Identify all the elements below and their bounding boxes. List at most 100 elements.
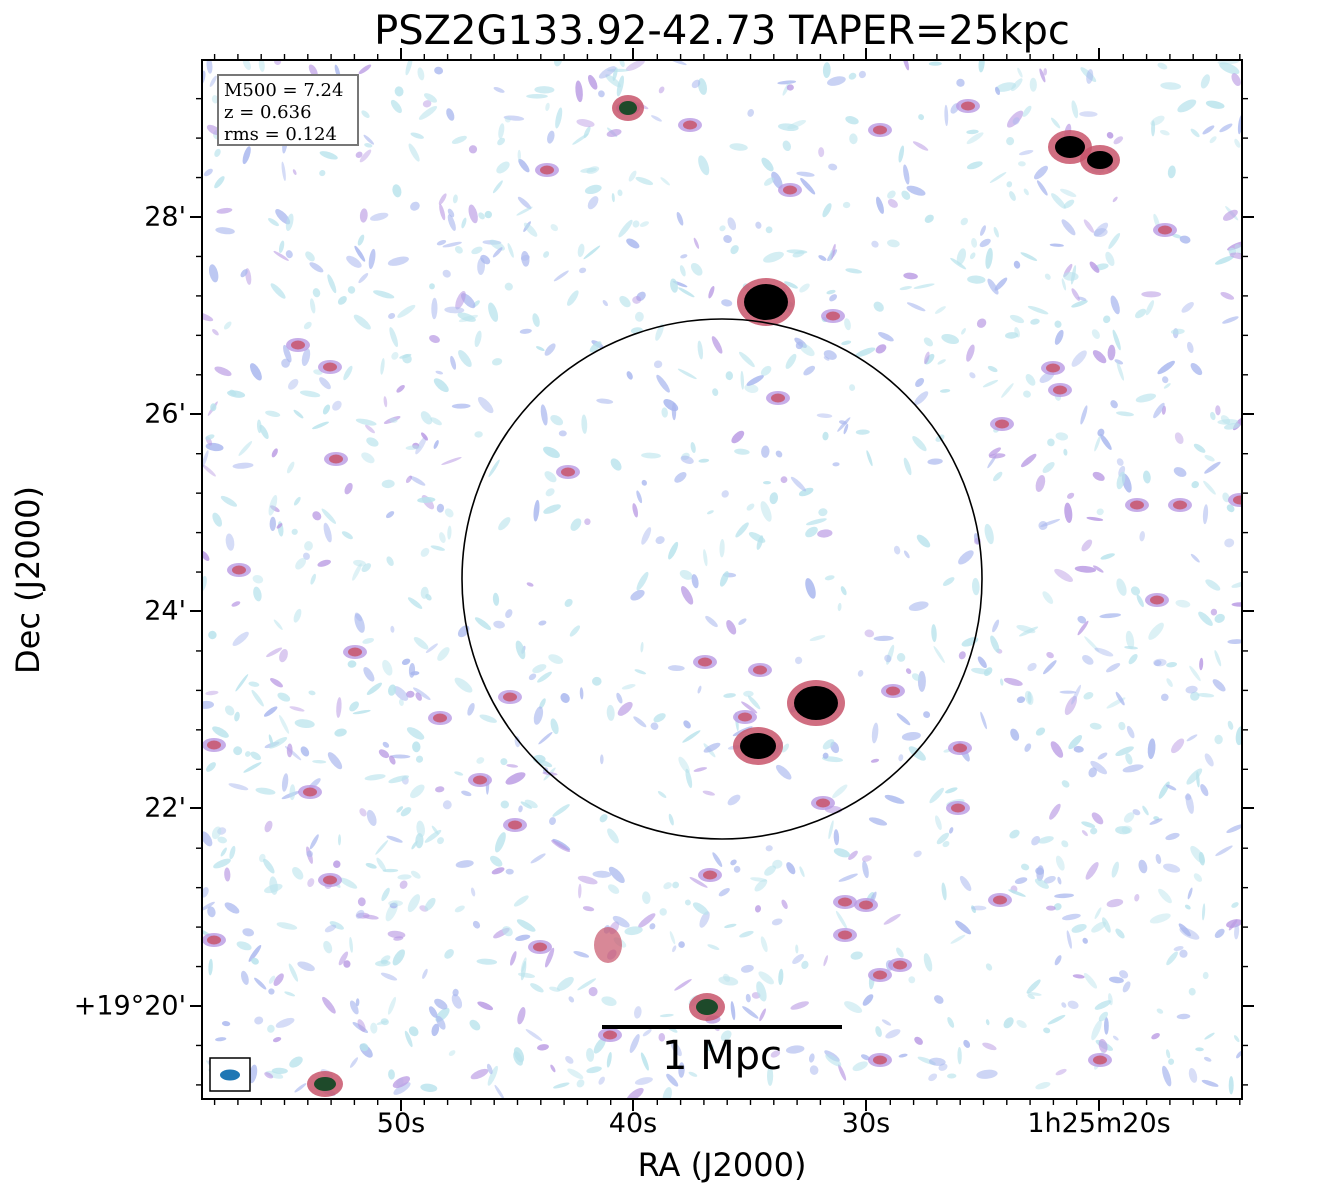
noise-blob <box>817 529 833 538</box>
noise-blob <box>1139 531 1145 542</box>
noise-blob <box>1044 273 1051 280</box>
noise-blob <box>699 911 710 928</box>
noise-blob <box>1020 453 1037 468</box>
noise-blob <box>361 110 370 119</box>
noise-blob <box>625 60 645 72</box>
noise-blob <box>1089 722 1102 730</box>
noise-blob <box>756 535 764 550</box>
noise-blob <box>967 275 986 284</box>
faint-source <box>738 712 752 722</box>
noise-blob <box>1091 812 1104 825</box>
noise-blob <box>389 327 399 348</box>
noise-blob <box>796 171 815 177</box>
noise-blob <box>670 278 678 293</box>
noise-blob <box>731 430 745 444</box>
noise-blob <box>518 158 530 173</box>
faint-source <box>540 165 554 175</box>
noise-blob <box>1231 602 1242 607</box>
noise-blob <box>1043 660 1057 675</box>
noise-blob <box>781 899 788 910</box>
noise-blob <box>235 674 249 692</box>
noise-blob <box>1200 784 1209 797</box>
noise-blob <box>1196 771 1200 788</box>
noise-blob <box>202 575 207 592</box>
noise-blob <box>209 75 217 87</box>
noise-blob <box>1083 972 1098 989</box>
noise-blob <box>1092 471 1105 481</box>
noise-blob <box>507 243 514 258</box>
noise-blob <box>1071 300 1088 308</box>
noise-blob <box>354 612 363 622</box>
noise-blob <box>893 545 901 555</box>
noise-blob <box>763 481 771 485</box>
noise-blob <box>392 949 405 966</box>
faint-source <box>433 713 447 723</box>
noise-blob <box>691 574 699 589</box>
noise-blob <box>674 472 687 483</box>
noise-blob <box>1051 193 1066 209</box>
noise-blob <box>236 941 252 951</box>
faint-source <box>323 875 337 885</box>
noise-blob <box>409 475 426 486</box>
noise-blob <box>761 445 770 458</box>
noise-blob <box>1166 678 1173 687</box>
noise-blob <box>1143 470 1151 484</box>
noise-blob <box>1016 1019 1027 1029</box>
noise-blob <box>1201 1079 1219 1087</box>
noise-blob <box>319 170 326 177</box>
noise-blob <box>1071 350 1087 367</box>
noise-blob <box>838 1064 847 1081</box>
noise-blob <box>1171 233 1182 239</box>
noise-blob <box>849 384 856 391</box>
noise-blob <box>293 608 302 623</box>
noise-blob <box>960 217 969 226</box>
noise-blob <box>955 920 972 935</box>
noise-blob <box>1013 260 1021 269</box>
noise-blob <box>382 659 393 676</box>
noise-blob <box>790 476 807 492</box>
noise-blob <box>1204 461 1221 474</box>
noise-blob <box>898 145 905 163</box>
noise-blob <box>747 108 755 117</box>
noise-blob <box>1234 923 1240 940</box>
noise-blob <box>1108 233 1121 249</box>
noise-blob <box>208 630 217 640</box>
noise-blob <box>990 635 1000 653</box>
noise-blob <box>832 784 848 799</box>
noise-blob <box>936 832 950 845</box>
noise-blob <box>969 372 976 379</box>
noise-blob <box>1165 832 1180 841</box>
noise-blob <box>1099 433 1112 451</box>
noise-blob <box>513 1051 524 1066</box>
noise-blob <box>829 294 838 302</box>
noise-blob <box>612 915 630 928</box>
noise-blob <box>966 161 983 170</box>
noise-blob <box>587 74 598 90</box>
noise-blob <box>640 641 644 653</box>
noise-blob <box>649 923 656 930</box>
noise-blob <box>1054 893 1074 899</box>
noise-blob <box>617 189 623 197</box>
noise-blob <box>626 238 640 249</box>
noise-blob <box>908 976 916 984</box>
noise-blob <box>1107 344 1116 361</box>
noise-blob <box>299 390 321 398</box>
noise-blob <box>1060 188 1077 198</box>
noise-blob <box>766 1065 774 1086</box>
noise-blob <box>309 834 319 850</box>
faint-source <box>838 930 852 940</box>
noise-blob <box>1097 428 1105 437</box>
noise-blob <box>1149 818 1163 825</box>
noise-blob <box>770 1050 781 1058</box>
noise-blob <box>912 141 929 151</box>
noise-blob <box>293 409 304 419</box>
noise-blob <box>626 371 633 380</box>
noise-blob <box>1077 620 1089 636</box>
noise-blob <box>840 586 847 596</box>
noise-blob <box>1054 955 1062 966</box>
noise-blob <box>498 517 511 531</box>
noise-blob <box>785 1045 805 1054</box>
noise-blob <box>270 678 283 688</box>
noise-blob <box>329 921 344 930</box>
bright-source-core <box>744 284 788 320</box>
